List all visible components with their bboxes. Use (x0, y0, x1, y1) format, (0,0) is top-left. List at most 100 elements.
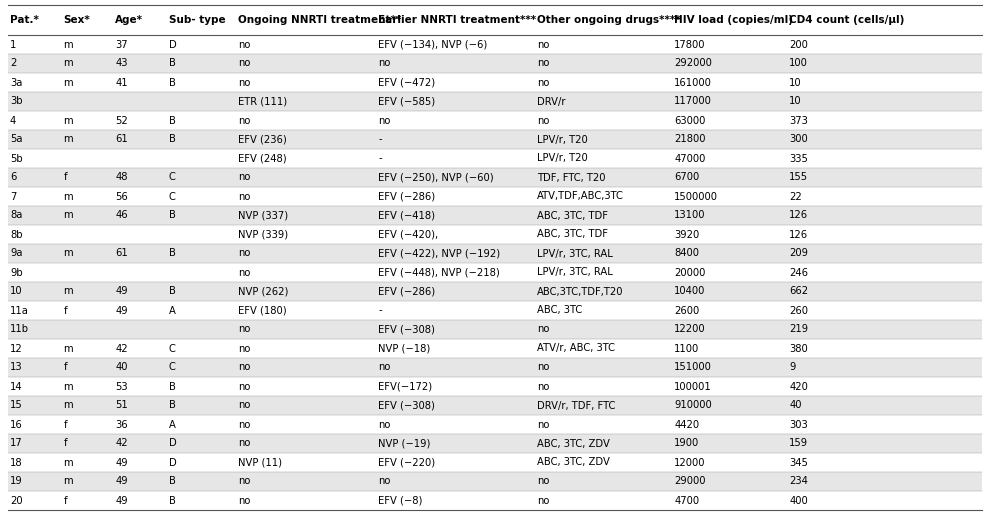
Text: Ongoing NNRTI treatment**: Ongoing NNRTI treatment** (238, 15, 400, 25)
Text: NVP (339): NVP (339) (238, 230, 288, 239)
Text: 151000: 151000 (673, 363, 712, 372)
Text: 22: 22 (789, 192, 802, 201)
Text: 10400: 10400 (673, 286, 705, 297)
Text: no: no (238, 363, 250, 372)
Bar (8, 472, 981, 491)
Text: EFV(−172): EFV(−172) (378, 382, 432, 391)
Text: 12: 12 (10, 344, 23, 353)
Text: B: B (169, 286, 176, 297)
Text: Sub- type: Sub- type (169, 15, 225, 25)
Text: 10: 10 (789, 77, 801, 88)
Text: 161000: 161000 (673, 77, 712, 88)
Bar (8, 149, 981, 168)
Text: 63000: 63000 (673, 115, 705, 126)
Text: C: C (169, 363, 176, 372)
Text: 41: 41 (115, 77, 128, 88)
Bar (8, 453, 981, 472)
Text: 100: 100 (789, 59, 808, 68)
Text: EFV (−585): EFV (−585) (378, 96, 435, 107)
Text: Age*: Age* (115, 15, 143, 25)
Text: no: no (238, 267, 250, 278)
Bar (8, 396, 981, 415)
Text: 4: 4 (10, 115, 16, 126)
Text: HIV load (copies/ml): HIV load (copies/ml) (673, 15, 793, 25)
Text: C: C (169, 192, 176, 201)
Text: 1500000: 1500000 (673, 192, 718, 201)
Bar (8, 206, 981, 225)
Text: 246: 246 (789, 267, 808, 278)
Bar (8, 35, 981, 54)
Text: B: B (169, 495, 176, 506)
Text: m: m (63, 344, 73, 353)
Text: 5b: 5b (10, 153, 23, 163)
Text: ABC, 3TC, ZDV: ABC, 3TC, ZDV (536, 438, 609, 449)
Text: no: no (238, 382, 250, 391)
Text: D: D (169, 457, 176, 468)
Text: 49: 49 (115, 495, 128, 506)
Text: CD4 count (cells/μl): CD4 count (cells/μl) (789, 15, 903, 25)
Text: 2: 2 (10, 59, 17, 68)
Text: no: no (238, 495, 250, 506)
Text: f: f (63, 363, 67, 372)
Text: no: no (238, 249, 250, 259)
Text: 10: 10 (10, 286, 23, 297)
Text: 42: 42 (115, 438, 128, 449)
Text: EFV (−250), NVP (−60): EFV (−250), NVP (−60) (378, 173, 493, 182)
Text: EFV (236): EFV (236) (238, 134, 286, 145)
Text: no: no (238, 115, 250, 126)
Text: B: B (169, 211, 176, 220)
Text: C: C (169, 344, 176, 353)
Text: no: no (536, 40, 549, 49)
Text: 3b: 3b (10, 96, 23, 107)
Text: 40: 40 (115, 363, 127, 372)
Bar (8, 491, 981, 510)
Text: 8a: 8a (10, 211, 23, 220)
Bar (8, 263, 981, 282)
Text: 11b: 11b (10, 324, 29, 335)
Text: 11a: 11a (10, 305, 29, 316)
Text: 260: 260 (789, 305, 808, 316)
Text: m: m (63, 77, 73, 88)
Text: 400: 400 (789, 495, 808, 506)
Text: 1900: 1900 (673, 438, 699, 449)
Bar (8, 5, 981, 35)
Text: LPV/r, T20: LPV/r, T20 (536, 153, 587, 163)
Text: 47000: 47000 (673, 153, 705, 163)
Text: B: B (169, 77, 176, 88)
Text: Other ongoing drugs****: Other ongoing drugs**** (536, 15, 680, 25)
Text: no: no (536, 382, 549, 391)
Bar (8, 415, 981, 434)
Text: B: B (169, 59, 176, 68)
Text: no: no (238, 438, 250, 449)
Text: f: f (63, 420, 67, 430)
Text: NVP (−19): NVP (−19) (378, 438, 430, 449)
Text: 40: 40 (789, 401, 801, 410)
Text: ABC, 3TC, TDF: ABC, 3TC, TDF (536, 230, 607, 239)
Text: B: B (169, 401, 176, 410)
Text: NVP (−18): NVP (−18) (378, 344, 430, 353)
Text: ABC,3TC,TDF,T20: ABC,3TC,TDF,T20 (536, 286, 623, 297)
Text: no: no (238, 59, 250, 68)
Text: 100001: 100001 (673, 382, 711, 391)
Text: ATV/r, ABC, 3TC: ATV/r, ABC, 3TC (536, 344, 614, 353)
Bar (8, 54, 981, 73)
Bar (8, 282, 981, 301)
Text: 4420: 4420 (673, 420, 699, 430)
Text: A: A (169, 305, 176, 316)
Text: DRV/r: DRV/r (536, 96, 565, 107)
Text: D: D (169, 40, 176, 49)
Text: EFV (−286): EFV (−286) (378, 192, 435, 201)
Text: B: B (169, 249, 176, 259)
Text: no: no (378, 420, 390, 430)
Text: 5a: 5a (10, 134, 23, 145)
Text: Earlier NNRTI treatment***: Earlier NNRTI treatment*** (378, 15, 535, 25)
Text: Pat.*: Pat.* (10, 15, 38, 25)
Text: no: no (238, 476, 250, 487)
Text: ABC, 3TC, ZDV: ABC, 3TC, ZDV (536, 457, 609, 468)
Text: 219: 219 (789, 324, 808, 335)
Text: 15: 15 (10, 401, 23, 410)
Text: 21800: 21800 (673, 134, 705, 145)
Bar (8, 339, 981, 358)
Text: EFV (−420),: EFV (−420), (378, 230, 438, 239)
Text: m: m (63, 59, 73, 68)
